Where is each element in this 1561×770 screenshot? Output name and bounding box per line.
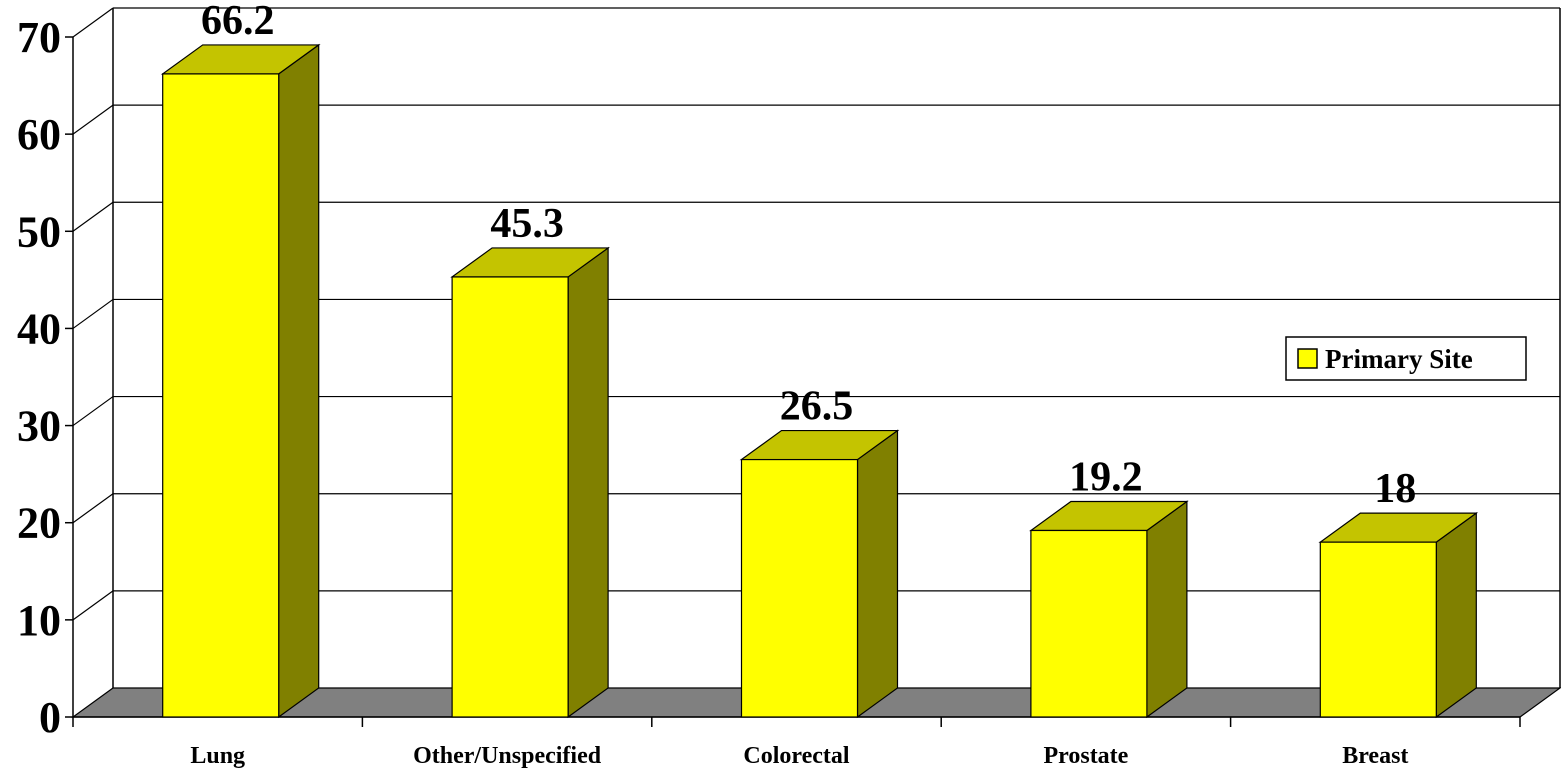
bar [1030,529,1148,718]
x-tick-label: Prostate [1043,743,1128,769]
bars [160,43,1479,719]
gridline-side [72,298,114,329]
y-tick-label: 60 [17,110,61,159]
data-label: 19.2 [1069,454,1143,500]
y-tick-label: 30 [17,402,61,451]
y-tick-label: 0 [39,693,61,742]
x-tick-label: Colorectal [743,743,850,769]
legend: Primary Site [1285,336,1527,381]
y-tick-label: 50 [17,207,61,256]
gridline-side [72,104,114,135]
legend-box [1285,336,1527,381]
bar-side [1146,500,1188,719]
bar [740,458,859,718]
x-tick-label: Lung [190,743,245,769]
x-tick-label: Breast [1342,743,1408,769]
gridline-side [72,7,114,38]
y-tick-label: 10 [17,596,61,645]
bar [451,276,569,718]
bar-side [278,43,320,719]
bar [162,73,280,718]
data-label: 45.3 [490,201,564,247]
data-label: 66.2 [201,0,275,44]
data-label: 26.5 [780,384,854,430]
gridline-side [72,201,114,232]
y-tick-label: 40 [17,304,61,353]
bar-side [856,429,899,719]
bar-side [567,246,609,719]
labels: 0 10 20 30 40 50 60 70 66.2 Lung 45.3 Other/Unspeci… [17,0,1416,769]
x-tick-label: Other/Unspecified [413,743,602,769]
bar-side [1435,511,1477,719]
y-tick-label: 70 [17,13,61,62]
legend-label: Primary Site [1325,344,1473,374]
gridline-side [72,590,114,621]
y-tick-label: 20 [17,499,61,548]
bar [1319,541,1437,718]
gridline-side [72,493,114,524]
legend-swatch [1297,348,1318,369]
gridlines [72,7,1561,688]
data-label: 18 [1374,466,1416,512]
gridline-side [72,396,114,427]
